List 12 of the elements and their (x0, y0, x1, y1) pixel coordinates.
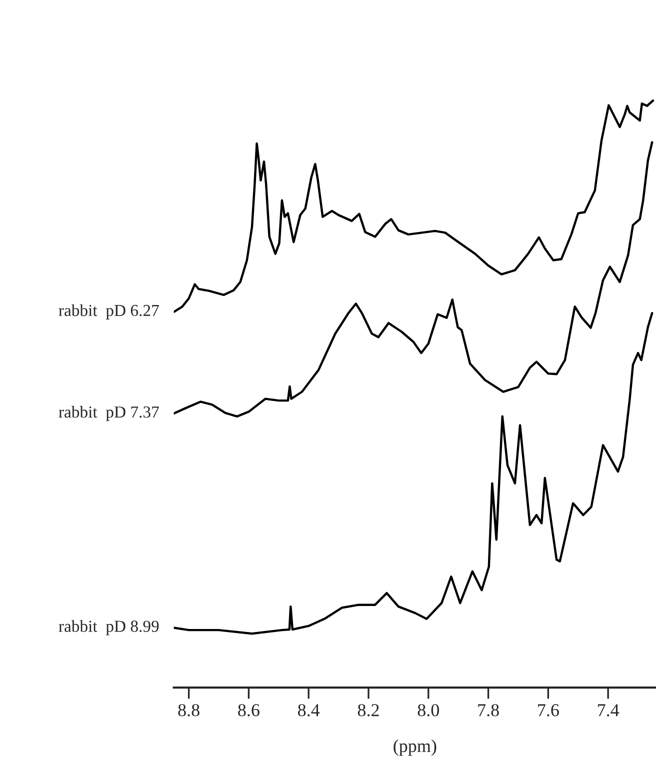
series-label: rabbit pD 6.27 (58, 304, 159, 320)
x-tick-label: 8.0 (418, 704, 439, 716)
x-axis-title: (ppm) (394, 739, 436, 756)
x-tick-label: 8.8 (178, 704, 200, 716)
series-label: rabbit pD 8.99 (58, 620, 159, 636)
series-label: rabbit pD 7.37 (58, 406, 159, 422)
x-tick-label: 8.6 (238, 704, 260, 716)
x-tick-label: 7.8 (478, 704, 499, 716)
x-tick-label: 7.4 (598, 704, 620, 716)
x-tick-label: 8.4 (298, 704, 320, 716)
x-tick-label: 7.6 (538, 704, 559, 716)
x-tick-label: 8.2 (358, 704, 379, 716)
